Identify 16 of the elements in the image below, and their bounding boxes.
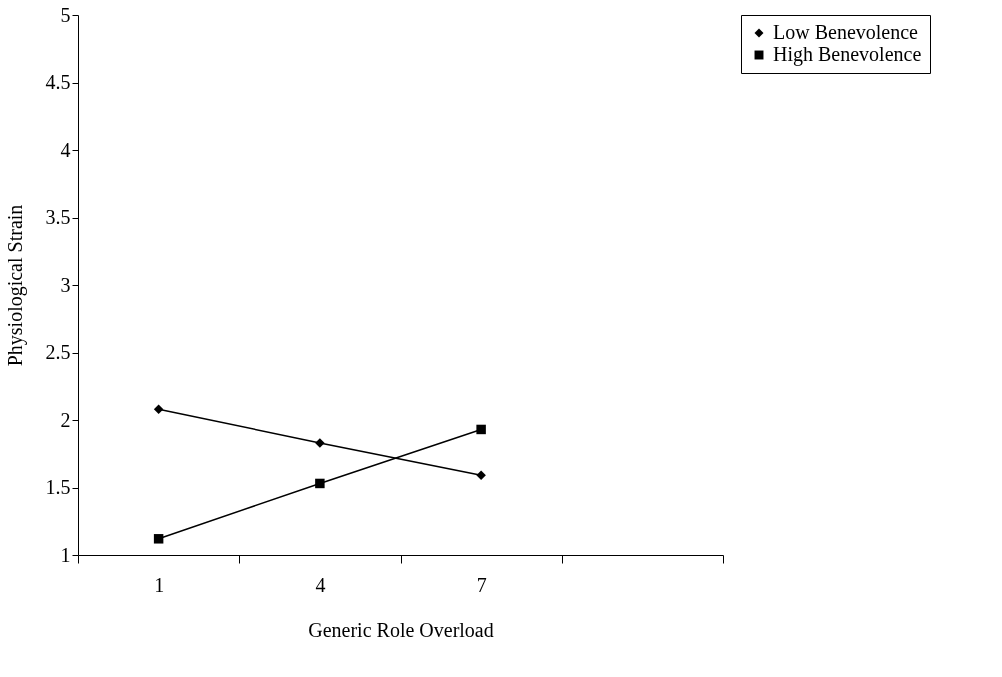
- y-tick-label: 1.5: [45, 476, 71, 498]
- y-tick-label: 3: [60, 273, 71, 296]
- x-axis-title: Generic Role Overload: [308, 618, 494, 641]
- legend-label: Low Benevolence: [773, 21, 919, 43]
- y-tick-label: 5: [60, 3, 71, 26]
- x-tick-label: 1: [154, 573, 165, 596]
- y-tick-label: 4.5: [45, 71, 71, 93]
- y-tick-label: 3.5: [45, 206, 71, 228]
- x-tick-label: 7: [476, 573, 487, 596]
- legend-label: High Benevolence: [773, 43, 922, 66]
- y-axis-title: Physiological Strain: [3, 204, 27, 367]
- y-tick-label: 4: [60, 138, 71, 161]
- x-tick-label: 4: [315, 573, 326, 596]
- y-tick-label: 2: [60, 408, 71, 431]
- y-tick-label: 2.5: [45, 341, 71, 363]
- y-tick-label: 1: [60, 543, 71, 566]
